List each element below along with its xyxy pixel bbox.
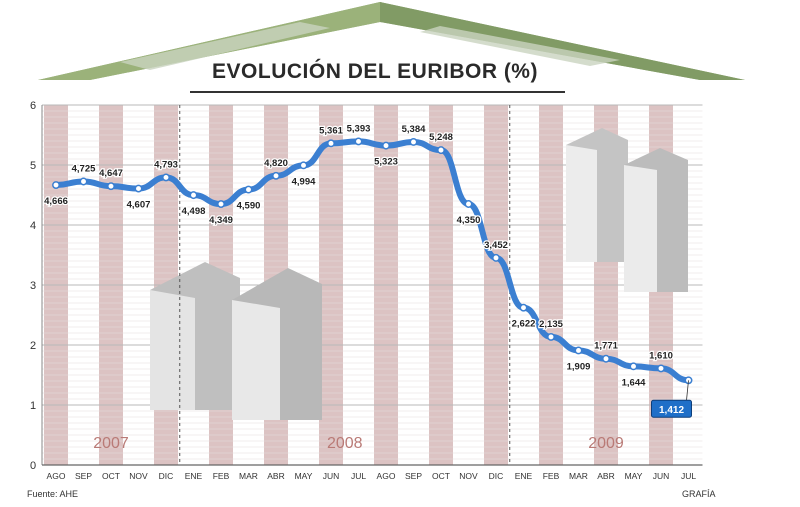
data-point (217, 200, 225, 209)
data-point (272, 171, 280, 180)
y-tick-label: 5 (30, 160, 36, 172)
data-label: 5,384 (402, 124, 426, 135)
data-point (409, 138, 418, 146)
data-label: 2,135 (539, 319, 563, 330)
data-label: 5,393 (347, 123, 371, 134)
building-illustration (150, 128, 688, 420)
data-label: 4,590 (237, 201, 261, 212)
y-tick-label: 0 (30, 460, 36, 472)
x-tick-label: ABR (597, 471, 614, 481)
data-point (437, 146, 445, 155)
x-tick-label: JUN (323, 471, 340, 481)
data-label: 1,610 (649, 350, 673, 361)
x-tick-label: OCT (102, 471, 120, 481)
data-label: 3,452 (484, 240, 508, 251)
title-underline (190, 91, 565, 93)
highlight-value-box (651, 399, 692, 418)
data-point (464, 200, 473, 208)
x-tick-label: JUL (351, 471, 366, 481)
graphic-credit: GRAFÍA (682, 489, 716, 499)
data-point (547, 332, 555, 341)
data-point (189, 191, 198, 200)
data-label: 5,361 (319, 125, 343, 136)
x-tick-label: ABR (267, 471, 284, 481)
data-point (162, 173, 170, 182)
x-tick-label: JUL (681, 471, 696, 481)
x-tick-label: AGO (47, 471, 66, 481)
data-label: 5,323 (374, 157, 398, 168)
data-label: 4,793 (154, 159, 178, 170)
data-point (354, 137, 363, 146)
value-label-leader (686, 380, 689, 401)
data-point (52, 181, 60, 189)
source-note: Fuente: AHE (27, 489, 79, 499)
x-tick-label: MAR (239, 471, 258, 481)
data-label: 1,909 (567, 361, 591, 372)
year-label: 2008 (327, 435, 363, 452)
y-tick-label: 1 (30, 400, 36, 412)
data-point (492, 253, 500, 262)
data-label: 1,412 (659, 405, 684, 416)
y-tick-label: 3 (30, 280, 36, 292)
data-label: 1,771 (594, 341, 618, 352)
x-tick-label: MAR (569, 471, 588, 481)
data-label: 4,666 (44, 196, 68, 207)
chart-title: EVOLUCIÓN DEL EURIBOR (%) (212, 60, 538, 83)
data-point (79, 177, 88, 186)
data-point (107, 182, 115, 191)
x-tick-label: MAY (295, 471, 313, 481)
x-tick-label: SEP (405, 471, 422, 481)
x-tick-label: AGO (377, 471, 396, 481)
data-label: 4,820 (264, 158, 288, 169)
data-label: 4,725 (72, 164, 96, 175)
x-tick-label: ENE (515, 471, 533, 481)
data-label: 4,994 (292, 176, 316, 187)
x-tick-label: NOV (459, 471, 478, 481)
x-tick-label: FEB (213, 471, 230, 481)
year-label: 2007 (93, 435, 129, 452)
y-tick-label: 2 (30, 340, 36, 352)
data-label: 2,622 (512, 319, 536, 330)
y-tick-label: 4 (30, 220, 36, 232)
data-point (327, 139, 335, 148)
data-label: 4,647 (99, 168, 123, 179)
data-point (574, 346, 583, 355)
data-label: 4,349 (209, 215, 233, 226)
data-point (602, 354, 610, 363)
data-point (299, 161, 308, 170)
y-tick-label: 6 (30, 100, 36, 112)
data-point (657, 364, 665, 373)
data-label: 5,248 (429, 132, 453, 143)
x-tick-label: FEB (543, 471, 560, 481)
data-label: 4,350 (457, 215, 481, 226)
x-tick-label: DIC (489, 471, 504, 481)
data-label: 1,644 (622, 377, 646, 388)
year-label: 2009 (588, 435, 624, 452)
data-point (134, 184, 143, 193)
data-label: 4,607 (127, 200, 151, 211)
data-label: 4,498 (182, 206, 206, 217)
x-tick-label: MAY (625, 471, 643, 481)
data-point (629, 362, 638, 371)
building-rooftop-banner (38, 2, 745, 80)
x-tick-label: JUN (653, 471, 670, 481)
x-tick-label: DIC (159, 471, 174, 481)
data-point (244, 185, 253, 194)
x-tick-label: OCT (432, 471, 450, 481)
data-point (519, 303, 528, 312)
x-tick-label: NOV (129, 471, 148, 481)
data-point (382, 141, 390, 150)
x-tick-label: ENE (185, 471, 203, 481)
x-tick-label: SEP (75, 471, 92, 481)
